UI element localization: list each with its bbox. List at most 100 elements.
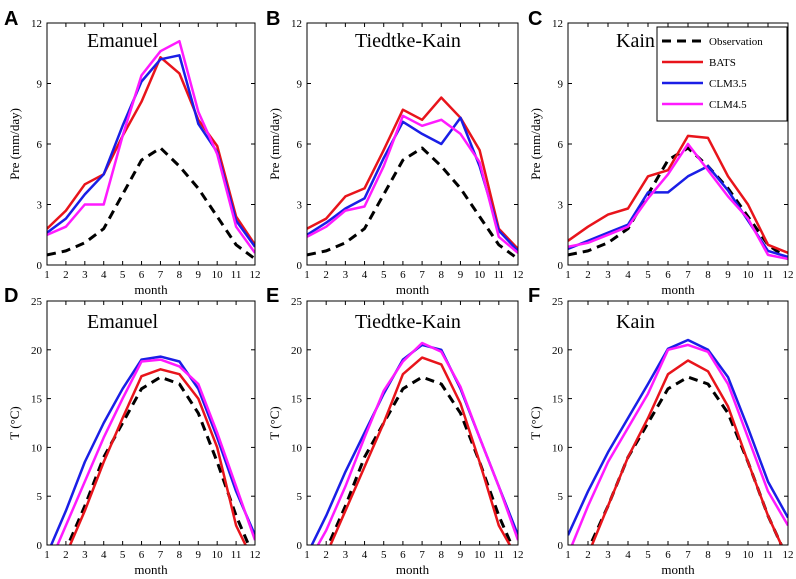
x-tick-label: 3 [343, 269, 349, 281]
panel-letter: F [528, 285, 540, 307]
panel-title: Kain [616, 30, 655, 52]
series-line-clm3-5 [568, 338, 788, 536]
y-axis-label: T (°C) [267, 406, 282, 439]
x-tick-label: 6 [665, 549, 671, 561]
x-tick-label: 2 [63, 549, 69, 561]
x-tick-label: 7 [158, 269, 164, 281]
panel-title: Emanuel [87, 311, 159, 333]
y-tick-label: 20 [552, 345, 564, 357]
legend-box [656, 26, 788, 122]
x-tick-label: 1 [304, 269, 310, 281]
y-tick-label: 10 [552, 442, 564, 454]
y-tick-label: 20 [31, 345, 43, 357]
y-tick-label: 25 [31, 296, 43, 308]
series-line-clm3-5 [49, 355, 255, 545]
x-axis-label: month [661, 282, 695, 297]
x-tick-label: 9 [196, 549, 202, 561]
y-tick-label: 0 [37, 540, 43, 552]
y-tick-label: 0 [297, 260, 303, 272]
x-tick-label: 2 [323, 549, 329, 561]
x-tick-label: 10 [474, 269, 486, 281]
x-axis-label: month [396, 562, 430, 577]
legend: Observation BATS CLM3.5 CLM4.5 [656, 26, 788, 122]
x-tick-label: 11 [494, 269, 505, 281]
legend-label: CLM4.5 [709, 99, 747, 111]
x-axis-label: month [396, 282, 430, 297]
x-tick-label: 10 [212, 269, 224, 281]
x-axis-label: month [134, 282, 168, 297]
x-tick-label: 6 [139, 269, 145, 281]
y-tick-label: 10 [291, 442, 303, 454]
x-tick-label: 7 [419, 269, 425, 281]
series-line-observation [568, 146, 788, 261]
y-tick-label: 6 [297, 139, 303, 151]
panel-title: Tiedtke-Kain [355, 311, 461, 333]
x-tick-label: 9 [458, 269, 464, 281]
x-tick-label: 10 [212, 549, 224, 561]
x-tick-label: 7 [685, 269, 691, 281]
series-line-bats [590, 359, 783, 545]
x-tick-label: 11 [763, 549, 774, 561]
x-tick-label: 4 [101, 269, 107, 281]
series-line-clm3-5 [47, 54, 255, 248]
panel-letter: C [528, 8, 542, 30]
x-tick-label: 8 [705, 549, 711, 561]
y-tick-label: 5 [297, 491, 303, 503]
y-tick-label: 20 [291, 345, 303, 357]
y-axis-label: Pre (mm/day) [528, 108, 543, 180]
x-tick-label: 1 [565, 269, 571, 281]
y-tick-label: 3 [558, 200, 564, 212]
panel-title: Emanuel [87, 30, 159, 52]
x-tick-label: 2 [63, 269, 69, 281]
y-tick-label: 12 [291, 18, 302, 30]
y-tick-label: 9 [37, 79, 43, 91]
y-tick-label: 25 [552, 296, 564, 308]
x-tick-label: 7 [685, 549, 691, 561]
series-line-clm4-5 [316, 341, 518, 545]
y-tick-label: 5 [37, 491, 43, 503]
x-tick-label: 12 [783, 549, 794, 561]
y-axis-label: Pre (mm/day) [7, 108, 22, 180]
y-tick-label: 15 [31, 394, 43, 406]
x-tick-label: 3 [605, 549, 611, 561]
x-tick-label: 4 [362, 269, 368, 281]
x-tick-label: 6 [400, 269, 406, 281]
x-tick-label: 3 [82, 549, 88, 561]
x-tick-label: 2 [585, 269, 591, 281]
legend-label: BATS [709, 57, 736, 69]
series-line-bats [307, 96, 518, 250]
series-line-bats [47, 56, 255, 246]
y-axis-label: T (°C) [7, 406, 22, 439]
y-tick-label: 9 [558, 79, 564, 91]
series-line-clm4-5 [56, 358, 255, 545]
x-tick-label: 7 [419, 549, 425, 561]
x-tick-label: 5 [120, 269, 126, 281]
series-line-clm4-5 [570, 343, 788, 545]
y-tick-label: 15 [552, 394, 564, 406]
y-axis-label: Pre (mm/day) [267, 108, 282, 180]
panel-title: Tiedtke-Kain [355, 30, 461, 52]
y-tick-label: 5 [558, 491, 564, 503]
series-line-bats [68, 368, 247, 545]
x-tick-label: 10 [743, 269, 755, 281]
x-tick-label: 11 [231, 269, 242, 281]
x-tick-label: 5 [645, 549, 651, 561]
axes-box [46, 22, 256, 266]
panel-letter: A [4, 8, 18, 30]
y-tick-label: 0 [37, 260, 43, 272]
y-tick-label: 0 [558, 260, 564, 272]
series-line-observation [66, 375, 251, 545]
x-tick-label: 12 [250, 549, 261, 561]
y-tick-label: 6 [37, 139, 43, 151]
y-tick-label: 12 [552, 18, 563, 30]
x-tick-label: 3 [82, 269, 88, 281]
axes-box [46, 300, 256, 546]
y-tick-label: 0 [558, 540, 564, 552]
series-line-clm4-5 [307, 114, 518, 254]
x-tick-label: 8 [439, 269, 445, 281]
x-tick-label: 4 [625, 269, 631, 281]
